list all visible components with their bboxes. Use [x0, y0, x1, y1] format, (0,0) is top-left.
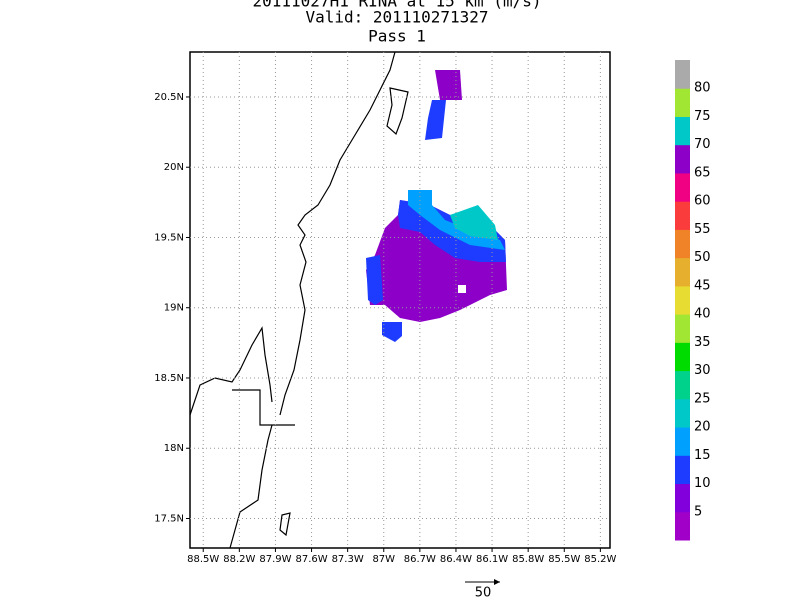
colorbar-label: 75 — [694, 109, 711, 124]
scale-arrow-label: 50 — [475, 586, 492, 600]
colorbar-label: 25 — [694, 391, 711, 406]
colorbar-label: 35 — [694, 335, 711, 350]
x-tick-label: 85.2W — [584, 554, 616, 565]
colorbar-segment — [675, 144, 690, 174]
colorbar-label: 5 — [694, 504, 702, 519]
colorbar-segment — [675, 427, 690, 456]
x-tick-label: 87.9W — [259, 554, 291, 565]
colorbar-segment — [675, 201, 690, 230]
colorbar-label: 70 — [694, 137, 711, 152]
title-line: Pass 1 — [368, 27, 426, 46]
colorbar-segment — [675, 455, 690, 485]
x-tick-label: 87.6W — [295, 554, 327, 565]
colorbar-label: 10 — [694, 476, 711, 491]
x-tick-label: 85.8W — [512, 554, 544, 565]
colorbar-label: 15 — [694, 448, 711, 463]
x-tick-label: 86.1W — [476, 554, 508, 565]
x-tick-label: 86.7W — [404, 554, 436, 565]
island — [279, 512, 291, 537]
title-line: 20111027H1 RINA at 15 km (m/s) — [253, 0, 542, 11]
colorbar-label: 40 — [694, 307, 711, 322]
wind-field — [366, 70, 507, 342]
plot-frame — [189, 51, 611, 549]
colorbar-segment — [675, 285, 690, 315]
colorbar-label: 60 — [694, 194, 711, 209]
wind-region — [366, 255, 383, 305]
colorbar-label: 20 — [694, 420, 711, 435]
colorbar-segment — [675, 398, 690, 428]
wind-region — [450, 205, 498, 240]
colorbar-segment — [675, 314, 690, 343]
data-gap — [458, 285, 466, 293]
colorbar-segment — [675, 88, 690, 117]
island — [386, 87, 409, 136]
colorbar-label: 45 — [694, 278, 711, 293]
x-tick-label: 85.5W — [548, 554, 580, 565]
coast-line — [279, 51, 396, 416]
border — [232, 389, 295, 426]
scale-arrow-head — [494, 579, 500, 585]
x-tick-label: 86.4W — [440, 554, 472, 565]
colorbar-label: 65 — [694, 165, 711, 180]
colorbar-segment — [675, 60, 690, 89]
x-tick-label: 88.2W — [223, 554, 255, 565]
y-tick-label: 19.5N — [154, 232, 184, 243]
colorbar-segment — [675, 116, 690, 146]
title-line: Valid: 201110271327 — [305, 8, 488, 27]
coast-line — [229, 424, 273, 549]
coast-line — [189, 326, 273, 416]
colorbar-segment — [675, 483, 690, 513]
colorbar-segment — [675, 172, 690, 202]
colorbar-segment — [675, 370, 690, 400]
colorbar-segment — [675, 257, 690, 287]
x-tick-label: 87W — [372, 554, 395, 565]
colorbar-label: 80 — [694, 81, 711, 96]
y-tick-label: 19N — [164, 303, 184, 314]
x-tick-label: 88.5W — [187, 554, 219, 565]
colorbar-label: 30 — [694, 363, 711, 378]
colorbar-label: 55 — [694, 222, 711, 237]
colorbar-segment — [675, 511, 690, 541]
wind-region — [435, 70, 462, 100]
x-tick-label: 87.3W — [332, 554, 364, 565]
wind-region — [382, 322, 402, 342]
colorbar-segment — [675, 342, 690, 372]
wind-region — [425, 100, 446, 140]
y-tick-label: 18N — [164, 443, 184, 454]
y-tick-label: 20.5N — [154, 92, 184, 103]
y-tick-label: 20N — [164, 162, 184, 173]
colorbar-label: 50 — [694, 250, 711, 265]
y-tick-label: 17.5N — [154, 513, 184, 524]
y-tick-label: 18.5N — [154, 373, 184, 384]
colorbar-segment — [675, 229, 690, 259]
